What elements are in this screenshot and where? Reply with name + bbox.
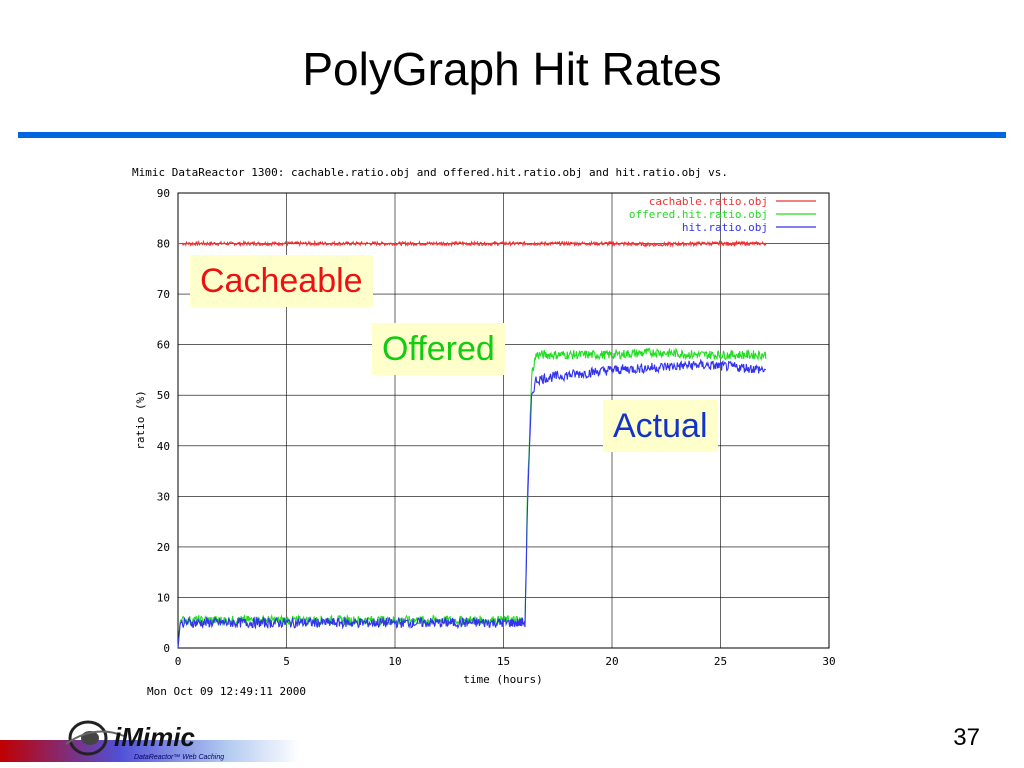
x-axis-label: time (hours) bbox=[463, 673, 542, 686]
legend-label: offered.hit.ratio.obj bbox=[629, 208, 768, 221]
y-tick-label: 90 bbox=[157, 187, 170, 200]
y-tick-label: 40 bbox=[157, 440, 170, 453]
callout-actual-text: Actual bbox=[613, 407, 708, 445]
imimic-logo: iMimic DataReactor™ Web Caching bbox=[65, 720, 224, 761]
callout-cacheable-text: Cacheable bbox=[200, 262, 363, 300]
y-axis-label: ratio (%) bbox=[134, 390, 147, 450]
x-tick-label: 25 bbox=[714, 655, 727, 668]
y-tick-label: 0 bbox=[163, 642, 170, 655]
page-number: 37 bbox=[953, 724, 980, 751]
callout-actual: Actual bbox=[603, 400, 718, 452]
y-tick-label: 10 bbox=[157, 591, 170, 604]
footer-band bbox=[0, 740, 300, 762]
y-tick-label: 30 bbox=[157, 490, 170, 503]
callout-offered: Offered bbox=[372, 323, 505, 375]
y-tick-label: 60 bbox=[157, 339, 170, 352]
y-tick-label: 20 bbox=[157, 541, 170, 554]
series-line-cachable-ratio-obj bbox=[178, 239, 767, 248]
x-tick-label: 15 bbox=[497, 655, 510, 668]
callout-cacheable: Cacheable bbox=[190, 255, 373, 307]
chart-timestamp: Mon Oct 09 12:49:11 2000 bbox=[147, 685, 306, 698]
callout-offered-text: Offered bbox=[382, 330, 495, 368]
y-tick-label: 70 bbox=[157, 288, 170, 301]
title-rule bbox=[18, 132, 1006, 138]
series-line-hit-ratio-obj bbox=[177, 358, 766, 649]
legend-label: cachable.ratio.obj bbox=[649, 195, 768, 208]
x-tick-label: 0 bbox=[175, 655, 182, 668]
x-tick-label: 20 bbox=[605, 655, 618, 668]
y-tick-label: 50 bbox=[157, 389, 170, 402]
slide-title: PolyGraph Hit Rates bbox=[302, 43, 722, 95]
logo-wordmark: iMimic bbox=[114, 722, 195, 752]
x-tick-label: 5 bbox=[283, 655, 290, 668]
x-tick-label: 10 bbox=[388, 655, 401, 668]
chart-title: Mimic DataReactor 1300: cachable.ratio.o… bbox=[132, 166, 728, 179]
logo-tagline: DataReactor™ Web Caching bbox=[134, 754, 224, 761]
legend-label: hit.ratio.obj bbox=[682, 221, 768, 234]
x-tick-label: 30 bbox=[822, 655, 835, 668]
y-tick-label: 80 bbox=[157, 238, 170, 251]
